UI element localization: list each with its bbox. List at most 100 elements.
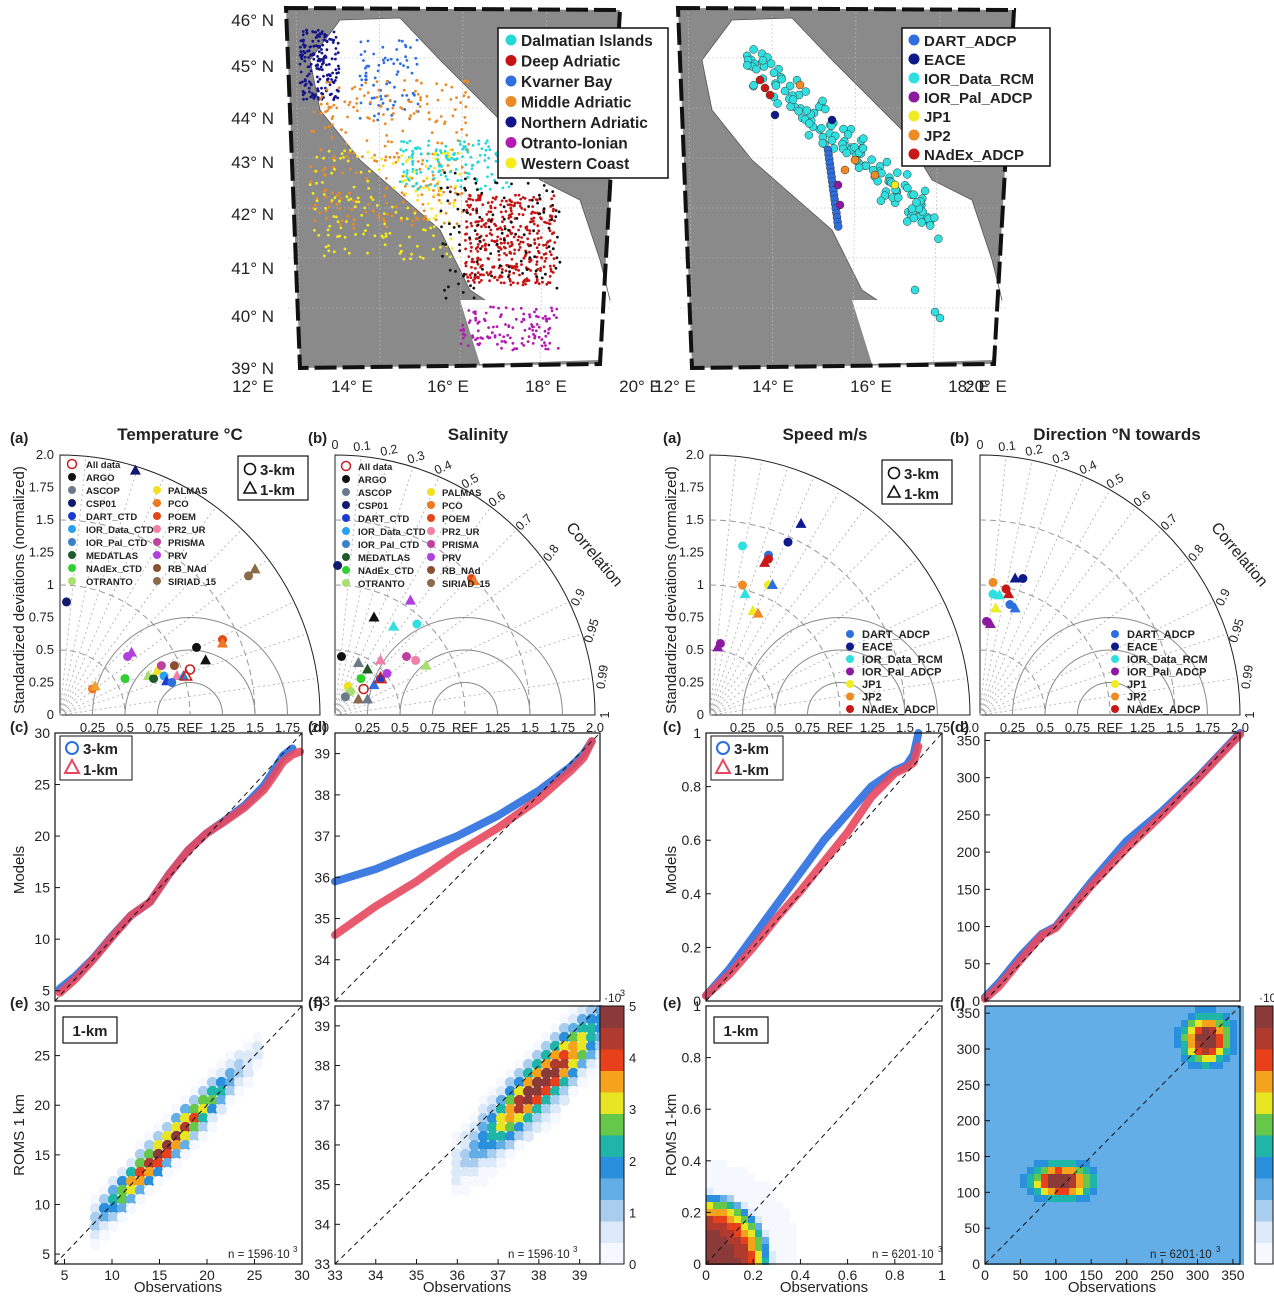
station-dot [543,259,547,263]
density-cell [1223,1223,1230,1230]
data-point-triangle [990,602,1002,613]
station-dot [402,64,405,67]
station-dot [537,325,541,329]
density-cell [1160,1104,1167,1111]
density-cell [1195,1153,1202,1160]
density-cell [1041,1055,1048,1062]
station-dot [523,328,527,332]
density-cell [1132,1132,1139,1139]
std-tick-label: REF [452,720,478,735]
station-dot [528,229,532,233]
y-tick-label: 15 [34,1147,50,1163]
density-cell [1090,1083,1097,1090]
station-dot [464,239,467,242]
station-dot [551,203,554,207]
density-cell [1209,1237,1216,1244]
density-cell [1111,1104,1118,1111]
density-cell [762,1251,769,1258]
density-cell [540,1058,553,1071]
station-dot [375,159,379,163]
density-cell [1020,1027,1027,1034]
density-cell [558,1076,571,1089]
density-cell [1230,1167,1237,1174]
density-cell [1181,1153,1188,1160]
station-dot [308,65,312,68]
correlation-ray [709,489,841,716]
density-cell [450,1148,463,1161]
density-cell [1167,1125,1174,1132]
density-cell [992,1125,999,1132]
station-dot [483,153,487,157]
density-cell [1013,1132,1020,1139]
station-dot [516,238,520,242]
station-dot [367,203,370,206]
station-dot [404,45,408,49]
density-cell [748,1188,755,1195]
station-dot [408,235,411,239]
density-cell [1167,1111,1174,1118]
density-cell [1223,1216,1230,1223]
density-cell [1153,1244,1160,1251]
station-dot [482,238,486,242]
density-cell [762,1188,769,1195]
density-cell [1125,1125,1132,1132]
density-cell [1167,1076,1174,1083]
density-cell [170,1103,183,1116]
station-dot [384,234,388,238]
density-cell [1153,1020,1160,1027]
station-dot [322,156,325,160]
density-cell [1062,1062,1069,1069]
density-cell [1118,1237,1125,1244]
station-dot [504,246,507,250]
station-dot [470,271,474,275]
correlation-ray [59,529,243,716]
y-axis-label: ROMS 1-km [663,1094,680,1177]
density-cell [1034,1076,1041,1083]
station-dot [327,125,331,128]
density-cell [1048,1034,1055,1041]
density-cell [1013,1195,1020,1202]
station-dot [478,236,481,239]
station-dot [471,144,475,147]
density-cell [1013,1104,1020,1111]
legend-label: ASCOP [358,488,392,499]
density-cell [1062,1209,1069,1216]
station-dot [538,212,542,216]
density-cell [1125,1174,1132,1181]
station-dot [411,167,415,171]
mooring-dot [835,200,845,210]
density-cell [1104,1034,1111,1041]
mooring-dot [827,115,837,125]
density-cell [1139,1055,1146,1062]
correlation-ray [709,558,919,716]
station-dot [478,281,481,284]
density-cell [741,1258,748,1265]
station-dot [532,229,535,233]
density-cell [727,1251,734,1258]
density-cell [1055,1055,1062,1062]
legend-label: SIRIAD_15 [168,577,217,588]
std-tick-label: 0.5 [116,720,134,735]
density-cell [1209,1041,1216,1048]
legend-marker [505,75,517,87]
density-cell [1097,1146,1104,1153]
station-dot [535,255,539,259]
station-dot [335,202,339,206]
density-cell [1153,1048,1160,1055]
density-cell [1055,1069,1062,1076]
station-dot [331,157,335,160]
station-dot [477,160,480,164]
density-cell [1104,1027,1111,1034]
density-cell [734,1258,741,1265]
density-cell [790,1244,797,1251]
density-cell [98,1220,111,1233]
data-point-triangle [368,611,380,622]
density-cell [531,1085,544,1098]
station-dot [320,111,323,115]
y-tick-label: 50 [964,956,980,972]
station-dot [521,337,524,340]
density-cell [143,1130,156,1143]
density-cell [1069,1174,1076,1181]
legend-marker [68,564,76,572]
density-cell [1195,1055,1202,1062]
